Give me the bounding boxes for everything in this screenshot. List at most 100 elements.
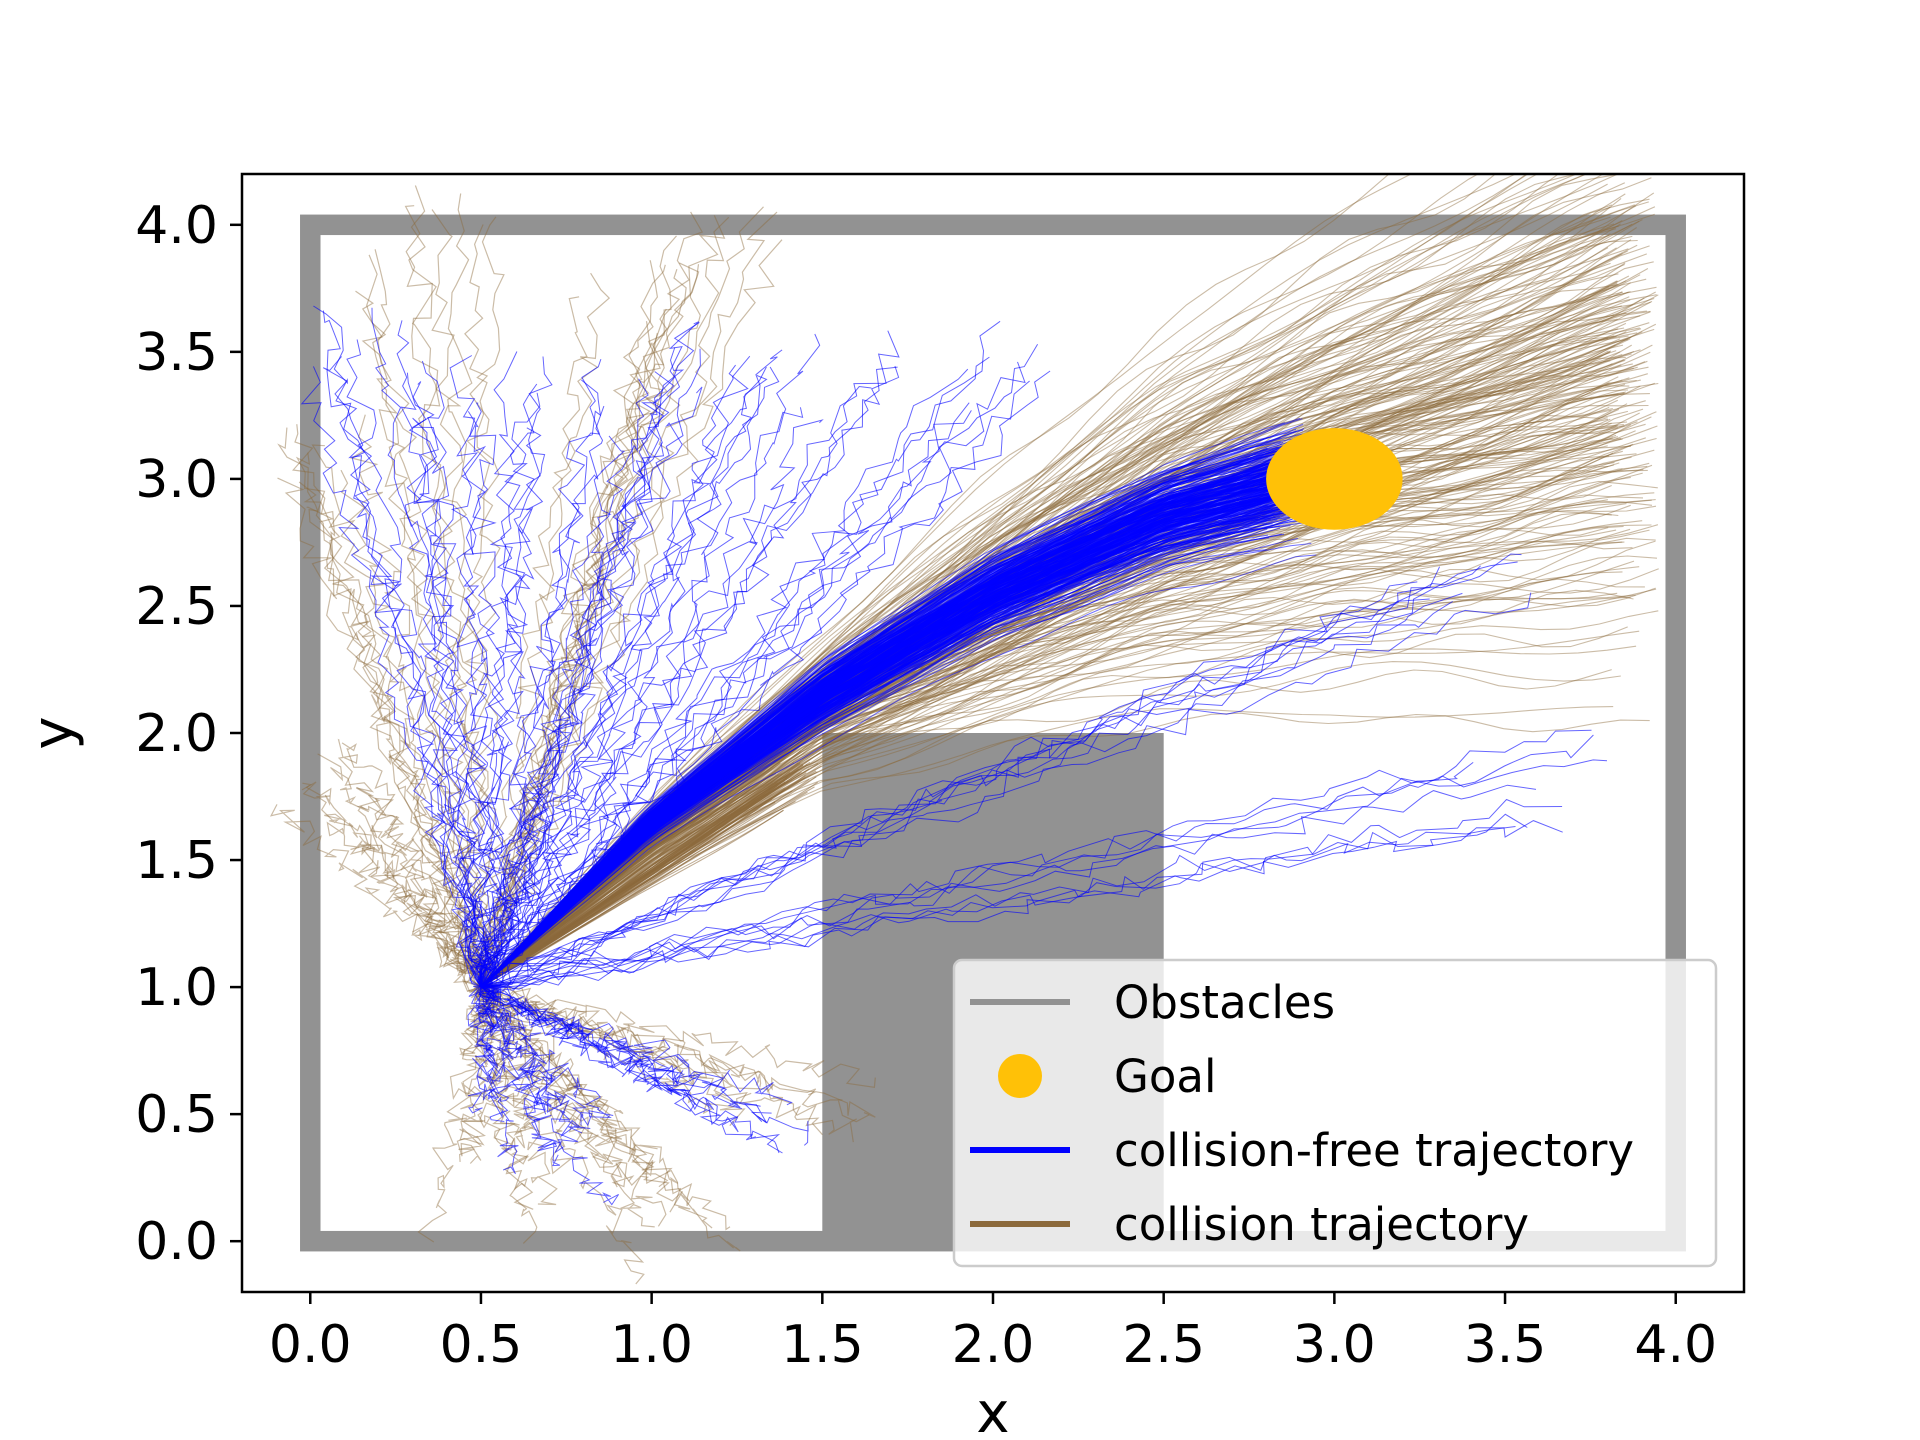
collision-trajectory-stray bbox=[480, 986, 667, 1227]
y-tick-label: 1.0 bbox=[135, 958, 218, 1018]
collision-trajectory-stray bbox=[340, 469, 492, 988]
collision-trajectory bbox=[480, 462, 1615, 988]
collision-trajectory-lower bbox=[480, 781, 819, 988]
collision-free-trajectory bbox=[480, 533, 1285, 988]
collision-trajectory bbox=[480, 462, 1620, 988]
collision-trajectory-stray bbox=[341, 742, 493, 988]
y-tick-label: 0.0 bbox=[135, 1212, 218, 1272]
collision-free-trajectory-stray bbox=[478, 321, 700, 988]
collision-free-trajectory bbox=[480, 492, 1298, 988]
collision-trajectory bbox=[480, 469, 1648, 988]
collision-trajectory-stray bbox=[359, 835, 483, 993]
collision-free-trajectory-stray bbox=[412, 417, 490, 988]
legend-label-2: collision-free trajectory bbox=[1114, 1124, 1634, 1177]
y-tick-label: 2.5 bbox=[135, 577, 218, 637]
collision-free-trajectory-stray bbox=[480, 784, 1537, 990]
collision-free-trajectory-stray bbox=[480, 600, 1453, 988]
collision-trajectory bbox=[480, 465, 1648, 988]
collision-trajectory bbox=[480, 503, 1627, 988]
collision-trajectory-stray bbox=[469, 983, 508, 1153]
collision-free-trajectory bbox=[480, 554, 1317, 988]
collision-trajectory-lower bbox=[480, 762, 801, 988]
x-tick-label: 4.0 bbox=[1634, 1315, 1717, 1375]
collision-free-trajectory-stray bbox=[480, 565, 1481, 988]
collision-trajectory bbox=[480, 560, 1635, 988]
collision-trajectory-stray bbox=[480, 986, 558, 1206]
collision-free-trajectory-stray bbox=[480, 986, 591, 1137]
x-tick-label: 2.5 bbox=[1122, 1315, 1205, 1375]
collision-free-trajectory-stray bbox=[468, 985, 510, 1122]
goal-marker bbox=[1266, 428, 1403, 530]
collision-free-trajectory-stray bbox=[475, 330, 900, 988]
y-tick-label: 1.5 bbox=[135, 831, 218, 891]
collision-free-trajectory-stray bbox=[470, 356, 553, 988]
collision-trajectory bbox=[480, 434, 1617, 988]
collision-trajectory-stray bbox=[475, 986, 669, 1188]
legend-box bbox=[952, 958, 1718, 1268]
collision-trajectory-stray bbox=[302, 782, 482, 988]
collision-free-trajectory bbox=[480, 477, 1313, 988]
collision-trajectory bbox=[480, 445, 1608, 988]
collision-free-trajectory-stray bbox=[480, 826, 1516, 993]
collision-trajectory-stray bbox=[292, 424, 483, 988]
legend: Obstacles Goal collision-free trajectory co… bbox=[952, 958, 1718, 1268]
collision-trajectory bbox=[480, 410, 1612, 988]
collision-free-trajectory-stray bbox=[371, 307, 483, 988]
collision-free-trajectory-stray bbox=[480, 366, 780, 988]
collision-trajectory bbox=[480, 494, 1644, 988]
x-tick-label: 0.0 bbox=[269, 1315, 352, 1375]
trajectories bbox=[269, 174, 1659, 1285]
collision-trajectory-stray bbox=[269, 804, 482, 988]
collision-free-trajectory-stray bbox=[470, 383, 538, 988]
collision-trajectory-stray bbox=[311, 444, 488, 988]
collision-free-trajectory-stray bbox=[449, 355, 490, 988]
collision-free-trajectory-stray bbox=[480, 321, 700, 988]
collision-trajectory-stray bbox=[417, 986, 492, 1243]
collision-free-trajectory-stray bbox=[467, 986, 496, 1114]
collision-trajectory bbox=[480, 541, 1633, 988]
collision-free-trajectory-stray bbox=[478, 348, 701, 988]
collision-free-trajectory-stray bbox=[480, 361, 1026, 988]
collision-free-trajectory-stray bbox=[476, 385, 872, 988]
collision-trajectory bbox=[480, 443, 1634, 988]
collision-free-trajectory-stray bbox=[479, 356, 990, 988]
collision-trajectory bbox=[480, 594, 1636, 988]
collision-free-trajectory bbox=[480, 537, 1298, 988]
collision-trajectory-stray bbox=[480, 239, 783, 988]
collision-trajectory-stray bbox=[469, 272, 611, 988]
collision-free-trajectory bbox=[480, 455, 1269, 988]
collision-free-trajectory-stray bbox=[476, 435, 626, 988]
collision-free-trajectory-stray bbox=[461, 411, 494, 988]
collision-free-trajectory-stray bbox=[480, 561, 1518, 988]
collision-trajectory bbox=[480, 480, 1658, 988]
collision-free-trajectory-stray bbox=[480, 355, 751, 988]
collision-free-trajectory-stray bbox=[300, 366, 490, 988]
collision-free-trajectory-stray bbox=[480, 380, 1030, 988]
collision-free-trajectory-stray bbox=[480, 986, 620, 1206]
collision-free-trajectory-stray bbox=[480, 798, 1563, 990]
collision-free-trajectory-stray bbox=[480, 592, 1463, 988]
legend-label-0: Obstacles bbox=[1114, 976, 1335, 1029]
collision-trajectory bbox=[480, 592, 1618, 988]
collision-trajectory-stray bbox=[470, 985, 538, 1244]
collision-free-trajectory-stray bbox=[480, 398, 670, 988]
collision-trajectory bbox=[480, 525, 1624, 988]
collision-trajectory-stray bbox=[408, 185, 491, 988]
x-tick-label: 3.5 bbox=[1464, 1315, 1547, 1375]
collision-trajectory bbox=[480, 492, 1655, 988]
collision-trajectory bbox=[480, 174, 1517, 988]
collision-trajectory-stray bbox=[306, 506, 491, 988]
legend-label-1: Goal bbox=[1114, 1050, 1216, 1103]
collision-trajectory-stray bbox=[295, 452, 482, 988]
y-axis-label: y bbox=[21, 716, 86, 749]
collision-trajectory bbox=[480, 421, 1638, 988]
collision-free-trajectory-stray bbox=[480, 759, 1608, 988]
x-tick-label: 1.0 bbox=[610, 1315, 693, 1375]
collision-free-trajectory bbox=[480, 514, 1295, 988]
collision-trajectory-stray bbox=[277, 477, 489, 988]
collision-trajectory-lower bbox=[480, 771, 818, 988]
collision-trajectory-stray bbox=[478, 986, 645, 1285]
collision-free-trajectory-stray bbox=[480, 419, 824, 988]
collision-trajectory bbox=[480, 529, 1650, 988]
collision-free-trajectory-stray bbox=[478, 981, 780, 1154]
